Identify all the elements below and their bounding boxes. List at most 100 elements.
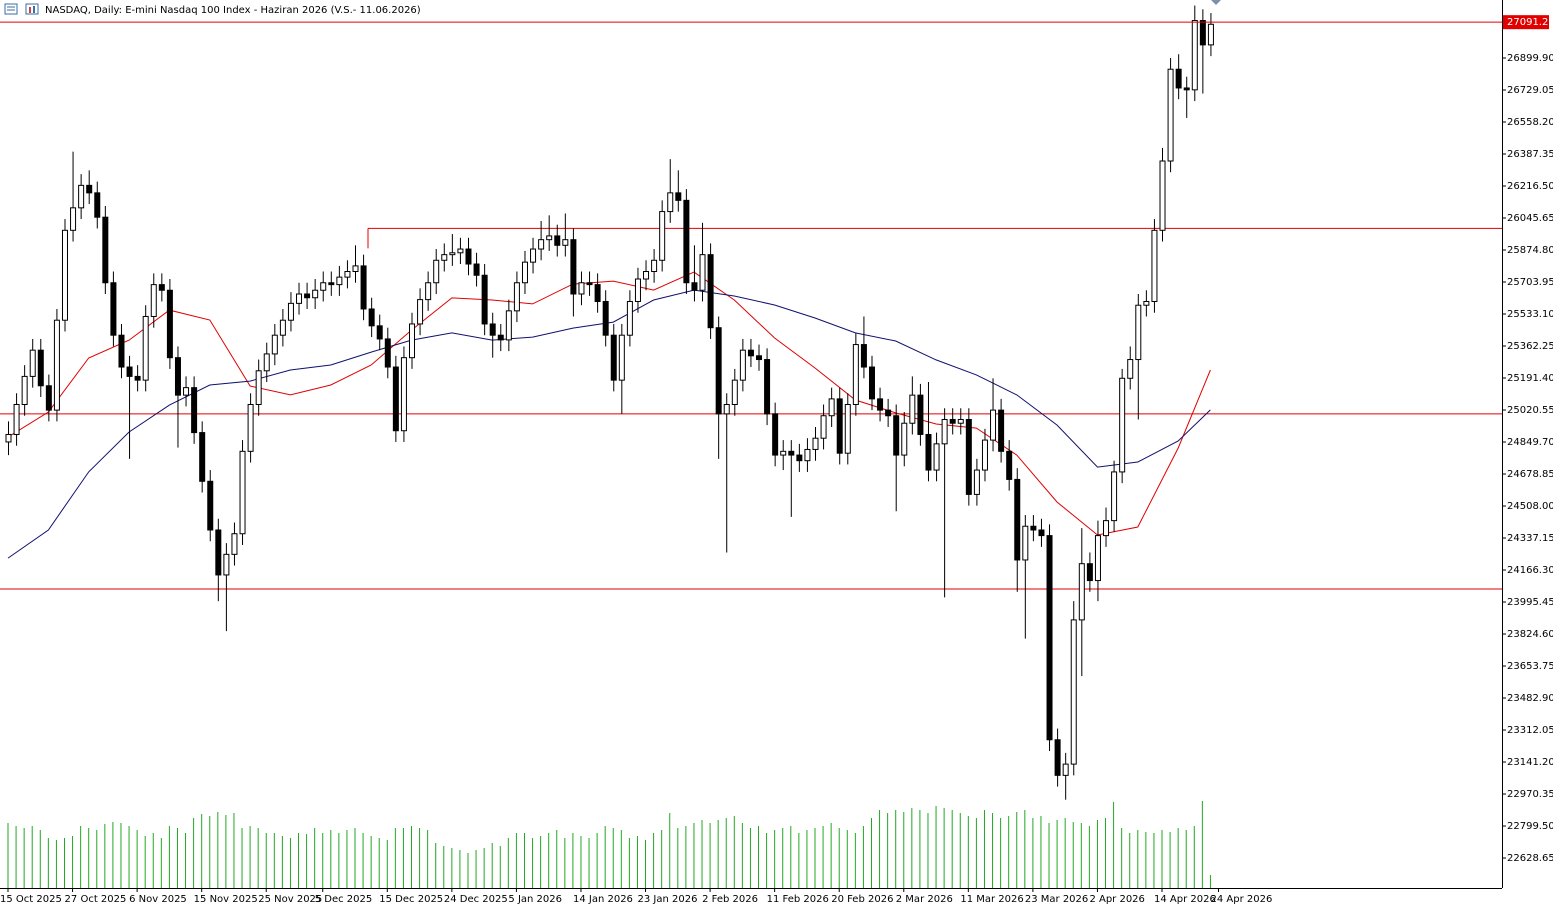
candle-body (497, 334, 504, 341)
x-tick-label: 23 Jan 2026 (638, 894, 698, 904)
candle-body (764, 359, 771, 415)
candle-body (1167, 68, 1174, 162)
candle-body (304, 293, 311, 299)
y-tick-label: 23824.60 (1507, 629, 1553, 640)
x-tick-label: 15 Oct 2025 (0, 894, 62, 904)
candle-body (247, 403, 254, 452)
y-tick-label: 22799.50 (1507, 821, 1553, 832)
y-tick-label: 25533.10 (1507, 309, 1553, 320)
candle-body (1183, 87, 1190, 91)
candle-body (981, 439, 988, 471)
candle-body (449, 252, 456, 256)
candle-body (45, 385, 52, 411)
x-tick-label: 6 Nov 2025 (129, 894, 187, 904)
candle-body (570, 239, 577, 295)
y-tick-label: 26045.65 (1507, 213, 1553, 224)
candle-body (925, 433, 932, 471)
candle-body (53, 319, 60, 411)
candle-body (990, 409, 997, 441)
candle-body (788, 450, 795, 456)
candle-body (191, 387, 198, 434)
candle-body (473, 263, 480, 276)
candle-body (860, 344, 867, 368)
candle-body (1094, 535, 1101, 582)
icon (33, 6, 35, 13)
candle-body (828, 398, 835, 417)
candle-body (425, 282, 432, 301)
y-tick-label: 24849.70 (1507, 437, 1553, 448)
candle-body (465, 248, 472, 265)
candle-body (166, 289, 173, 359)
candle-body (1199, 20, 1206, 46)
candle-body (1127, 359, 1134, 379)
candle-body (909, 394, 916, 424)
x-tick-label: 24 Apr 2026 (1211, 894, 1273, 904)
candle-body (505, 310, 512, 341)
candle-body (150, 284, 157, 317)
plot-area (0, 5, 1502, 888)
candle-body (1054, 739, 1061, 776)
x-tick-label: 5 Jan 2026 (508, 894, 562, 904)
header-icons (4, 3, 39, 15)
candle-body (1014, 478, 1021, 561)
candle-body (634, 278, 641, 302)
candle-body (1159, 160, 1166, 231)
x-tick-label: 15 Dec 2025 (379, 894, 443, 904)
candle-body (417, 299, 424, 325)
candle-body (1062, 763, 1069, 776)
candle-body (1078, 563, 1085, 621)
candle-body (320, 282, 327, 291)
x-tick-label: 11 Mar 2026 (960, 894, 1023, 904)
candle-body (739, 349, 746, 381)
candle-body (239, 450, 246, 535)
y-tick-label: 22970.35 (1507, 789, 1553, 800)
candle-body (215, 529, 222, 576)
candle-body (699, 254, 706, 291)
candle-body (1207, 23, 1214, 46)
y-tick-label: 25874.80 (1507, 245, 1553, 256)
candle-body (102, 216, 109, 284)
candle-body (554, 235, 561, 246)
candle-body (384, 338, 391, 368)
candle-body (296, 293, 303, 304)
x-tick-label: 2 Mar 2026 (896, 894, 953, 904)
candle-body (1070, 619, 1077, 765)
x-tick-label: 2 Apr 2026 (1089, 894, 1144, 904)
candle-body (328, 282, 335, 286)
last-price-box (1503, 15, 1549, 30)
candle-body (1046, 535, 1053, 741)
candle-body (804, 448, 811, 462)
x-tick-label: 11 Feb 2026 (767, 894, 829, 904)
y-tick-label: 23995.45 (1507, 597, 1553, 608)
candle-body (312, 289, 319, 299)
candle-body (667, 192, 674, 213)
candle-body (683, 199, 690, 284)
candle-body (110, 282, 117, 336)
candle-body (199, 432, 206, 482)
candle-body (1151, 229, 1158, 302)
moving-average (7, 271, 1211, 536)
candle-body (546, 235, 553, 241)
x-tick-label: 23 Mar 2026 (1025, 894, 1088, 904)
candle-body (489, 323, 496, 336)
y-tick-label: 25191.40 (1507, 373, 1553, 384)
candle-body (1006, 450, 1013, 480)
candle-body (594, 284, 601, 302)
candle-body (134, 375, 141, 381)
candle-body (513, 282, 520, 312)
candle-body (578, 282, 585, 295)
candle-body (344, 271, 351, 278)
candle-body (94, 192, 101, 218)
candle-body (659, 211, 666, 261)
chart-title: NASDAQ, Daily: E-mini Nasdaq 100 Index -… (45, 5, 421, 16)
candle-body (731, 379, 738, 405)
candle-body (287, 302, 294, 321)
y-tick-label: 25020.55 (1507, 405, 1553, 416)
candle-body (756, 355, 763, 361)
candle-body (223, 553, 230, 576)
candle-body (772, 413, 779, 456)
candle-body (868, 366, 875, 400)
y-tick-label: 22628.65 (1507, 853, 1553, 864)
